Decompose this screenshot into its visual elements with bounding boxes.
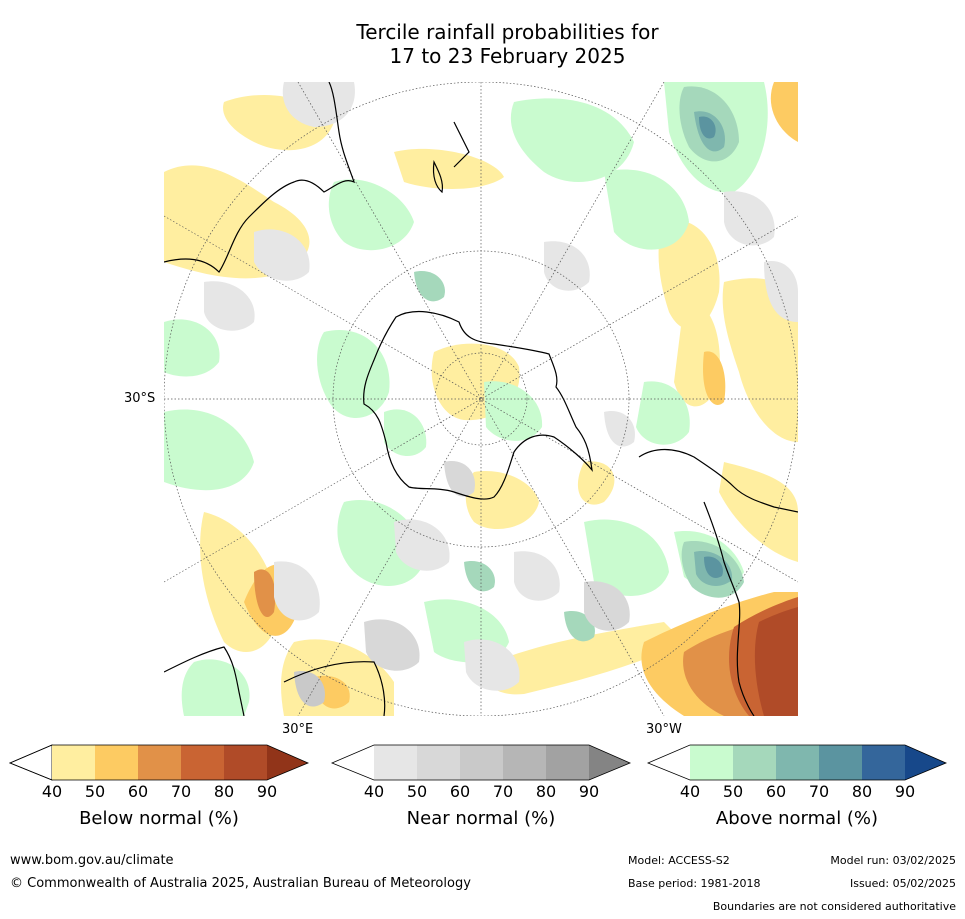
footer-url: www.bom.gov.au/climate <box>10 853 174 868</box>
above-tick-60: 60 <box>765 782 787 801</box>
near-colorbar-low-arrow <box>332 745 374 780</box>
antarctica-coast <box>363 311 593 500</box>
above-tick-80: 80 <box>851 782 873 801</box>
above-colorbar-title: Above normal (%) <box>715 808 879 829</box>
above-colorbar-bin-3 <box>776 745 819 780</box>
near-tick-80: 80 <box>535 782 557 801</box>
australia-coast <box>164 82 356 273</box>
below-normal-colorbar <box>8 744 310 781</box>
title-line-2: 17 to 23 February 2025 <box>389 44 626 68</box>
below-tick-40: 40 <box>41 782 63 801</box>
below-tick-50: 50 <box>84 782 106 801</box>
above-colorbar-low-arrow <box>648 745 690 780</box>
near-colorbar-bin-1 <box>374 745 417 780</box>
near-tick-90: 90 <box>578 782 600 801</box>
above-normal-colorbar <box>646 744 948 781</box>
lon-30w-label: 30°W <box>646 722 682 737</box>
below-tick-90: 90 <box>256 782 278 801</box>
graticule <box>164 82 798 716</box>
below-tick-70: 70 <box>170 782 192 801</box>
lon-30e-label: 30°E <box>282 722 314 737</box>
below-colorbar-bin-1 <box>52 745 95 780</box>
near-colorbar-title: Near normal (%) <box>406 808 556 829</box>
footer-issued: Issued: 05/02/2025 <box>849 877 956 890</box>
near-colorbar-bin-5 <box>546 745 589 780</box>
above-colorbar-high-arrow <box>905 745 946 780</box>
below-colorbar-high-arrow <box>267 745 308 780</box>
south-america-coast <box>638 448 798 513</box>
footer-base-period: Base period: 1981-2018 <box>628 877 761 890</box>
below-colorbar-low-arrow <box>8 744 53 781</box>
near-tick-40: 40 <box>363 782 385 801</box>
footer-model: Model: ACCESS-S2 <box>628 854 730 867</box>
below-colorbar-bin-4 <box>181 745 224 780</box>
africa-coast <box>164 646 245 716</box>
below-colorbar-bin-5 <box>224 745 267 780</box>
title-line-1: Tercile rainfall probabilities for <box>356 20 659 44</box>
near-tick-70: 70 <box>492 782 514 801</box>
south-america-coast-east <box>703 501 755 716</box>
near-colorbar-high-arrow <box>589 745 630 780</box>
coastlines <box>164 82 798 716</box>
africa-coast-2 <box>283 661 386 716</box>
above-normal-patches <box>164 82 768 716</box>
below-tick-80: 80 <box>213 782 235 801</box>
above-tick-40: 40 <box>679 782 701 801</box>
near-normal-patches <box>204 82 798 707</box>
map-title: Tercile rainfall probabilities for 17 to… <box>0 20 965 68</box>
footer-disclaimer: Boundaries are not considered authoritat… <box>712 900 956 913</box>
above-colorbar-bin-5 <box>862 745 905 780</box>
below-colorbar-title: Below normal (%) <box>79 808 239 829</box>
above-tick-90: 90 <box>894 782 916 801</box>
near-tick-50: 50 <box>406 782 428 801</box>
polar-probability-map <box>164 82 798 716</box>
below-tick-60: 60 <box>127 782 149 801</box>
lat-30s-label: 30°S <box>124 391 156 406</box>
near-colorbar-bin-4 <box>503 745 546 780</box>
above-colorbar-bin-2 <box>733 745 776 780</box>
near-colorbar-bin-3 <box>460 745 503 780</box>
near-normal-colorbar <box>330 744 632 781</box>
footer-copyright: © Commonwealth of Australia 2025, Austra… <box>10 876 471 891</box>
above-tick-50: 50 <box>722 782 744 801</box>
new-zealand-north <box>453 121 470 168</box>
above-tick-70: 70 <box>808 782 830 801</box>
below-colorbar-bin-3 <box>138 745 181 780</box>
above-colorbar-bin-4 <box>819 745 862 780</box>
new-zealand-south <box>432 159 444 194</box>
below-colorbar-bin-2 <box>95 745 138 780</box>
footer-model-run: Model run: 03/02/2025 <box>830 854 956 867</box>
near-colorbar-bin-2 <box>417 745 460 780</box>
above-colorbar-bin-1 <box>690 745 733 780</box>
near-tick-60: 60 <box>449 782 471 801</box>
